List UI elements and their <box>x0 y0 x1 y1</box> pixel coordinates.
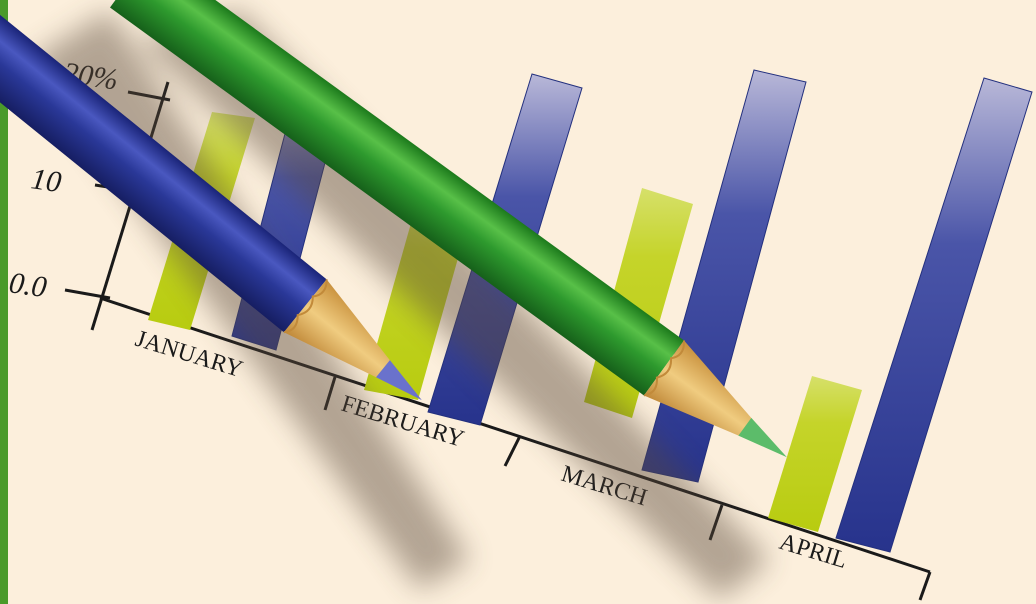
left-border <box>0 0 8 604</box>
x-divider-4 <box>918 571 932 601</box>
green-pencil-body <box>110 0 684 396</box>
blue-pencil <box>0 0 422 401</box>
x-axis <box>99 296 931 574</box>
blue-pencil-body <box>0 0 327 333</box>
month-label-january: JANUARY <box>132 326 245 383</box>
green-pencil-wood-tip <box>643 340 772 448</box>
green-pencil <box>110 0 787 458</box>
blue-pencil-lead <box>376 360 422 401</box>
x-divider-2 <box>503 435 522 467</box>
blue-pencil-wood-tip <box>283 279 409 391</box>
bar-april-blue <box>835 77 1033 553</box>
y-tick-0 <box>64 288 111 300</box>
green-pencil-lead <box>738 417 787 458</box>
y-label-0: 0.0 <box>7 266 49 304</box>
bar-april-yellow <box>768 376 862 532</box>
y-label-10: 10 <box>29 162 63 199</box>
